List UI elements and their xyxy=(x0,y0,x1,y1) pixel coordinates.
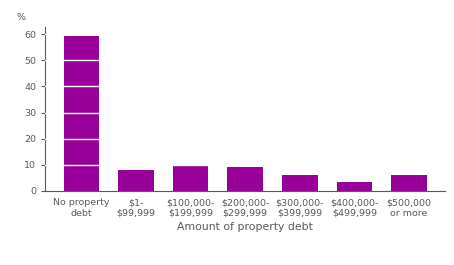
Bar xyxy=(173,166,208,191)
Bar xyxy=(118,170,153,191)
Bar xyxy=(337,182,372,191)
Bar xyxy=(227,167,263,191)
Bar xyxy=(391,175,427,191)
Y-axis label: %: % xyxy=(17,12,26,21)
Bar xyxy=(282,175,317,191)
X-axis label: Amount of property debt: Amount of property debt xyxy=(177,222,313,232)
Bar xyxy=(64,36,99,191)
